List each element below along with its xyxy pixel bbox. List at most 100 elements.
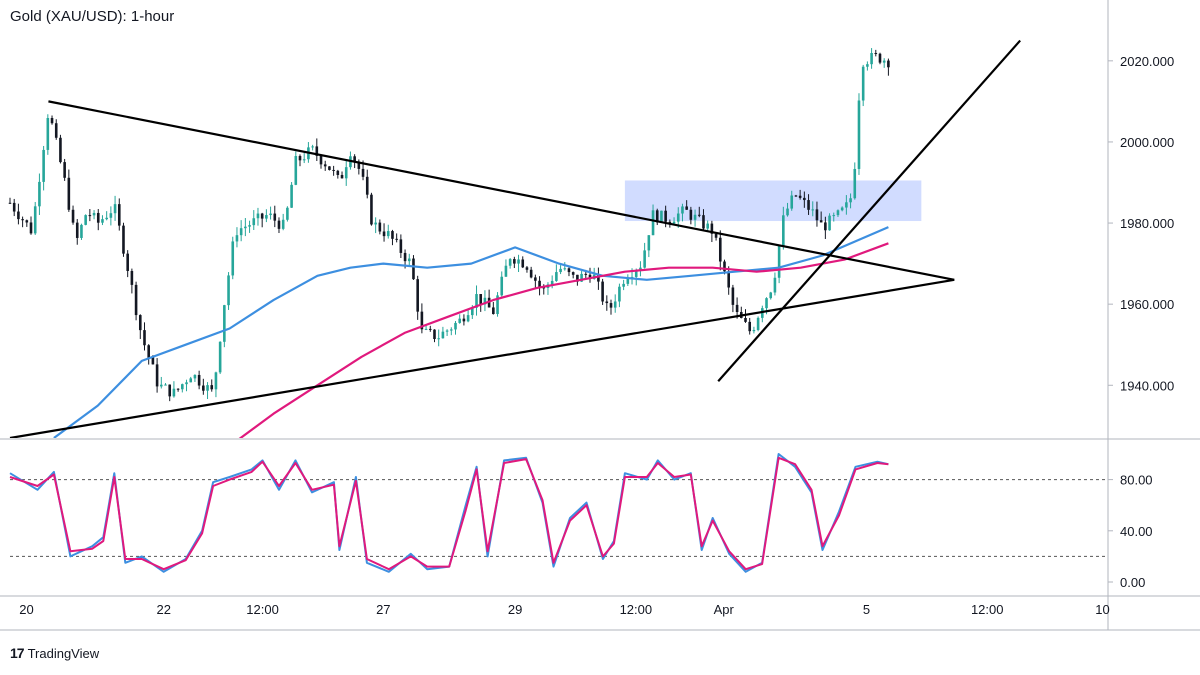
candle-body — [248, 225, 251, 227]
candle — [344, 160, 348, 186]
candle — [189, 376, 193, 383]
candle — [298, 154, 302, 167]
candle — [786, 202, 789, 217]
candle — [483, 290, 487, 312]
candle-body — [319, 155, 323, 165]
candle — [319, 154, 323, 169]
candle-body — [857, 100, 861, 169]
candle — [260, 212, 264, 228]
candle — [269, 206, 272, 220]
candle — [626, 274, 630, 287]
candle — [613, 294, 617, 313]
candle — [17, 203, 20, 225]
candle-body — [340, 174, 344, 179]
candle-body — [853, 168, 857, 199]
candle — [706, 220, 709, 233]
candle-body — [613, 301, 617, 308]
candle-body — [845, 202, 848, 208]
candle-body — [861, 66, 865, 101]
candle-body — [807, 200, 810, 210]
candle — [508, 257, 512, 269]
candle-body — [391, 231, 394, 239]
candle — [857, 93, 861, 175]
candle-body — [33, 206, 37, 234]
trendline-2 — [9, 278, 955, 438]
candle-body — [479, 294, 483, 305]
candle-body — [185, 382, 188, 385]
price-tick-label: 1940.000 — [1120, 378, 1174, 393]
candle-body — [559, 268, 562, 273]
candle — [702, 209, 705, 232]
candle — [63, 158, 66, 181]
candle-body — [365, 176, 369, 195]
candle-body — [395, 238, 398, 240]
trendline-1 — [48, 100, 955, 281]
candle — [832, 212, 836, 222]
candle — [206, 382, 209, 400]
candle — [33, 201, 37, 235]
candle — [256, 207, 260, 226]
candle — [365, 169, 369, 199]
candle-body — [71, 209, 75, 223]
candle-body — [832, 215, 836, 217]
candle — [8, 197, 12, 204]
price-tick-label: 2000.000 — [1120, 135, 1174, 150]
candle-body — [555, 272, 558, 281]
candle-body — [517, 259, 520, 264]
candle — [840, 206, 844, 212]
candle — [534, 274, 537, 289]
candle-body — [534, 277, 537, 281]
candle — [50, 115, 54, 125]
candle-body — [466, 315, 470, 322]
price-pane — [8, 39, 1021, 438]
candle-body — [147, 345, 150, 358]
candle-body — [109, 213, 113, 218]
candle-body — [681, 206, 684, 214]
candle-body — [172, 388, 176, 397]
candle — [773, 272, 777, 296]
time-tick-label: 12:00 — [620, 602, 653, 617]
candle-body — [168, 384, 172, 397]
candle-body — [239, 228, 243, 236]
candle — [248, 220, 251, 233]
candle-body — [689, 209, 693, 220]
candle — [227, 272, 230, 310]
time-tick-label: 5 — [863, 602, 870, 617]
candle — [487, 289, 491, 308]
candle-body — [454, 322, 457, 330]
candle — [138, 314, 142, 339]
candle-body — [462, 318, 466, 322]
candle-body — [143, 330, 146, 346]
candle — [160, 376, 163, 389]
candle-body — [315, 146, 319, 156]
candle — [197, 370, 201, 390]
candle-body — [550, 280, 554, 285]
candle-body — [588, 274, 592, 279]
candle — [697, 206, 701, 218]
candle-body — [298, 156, 302, 161]
candle-body — [500, 276, 504, 296]
candle-body — [378, 222, 382, 232]
candle — [622, 279, 625, 291]
tradingview-watermark[interactable]: 17 TradingView — [10, 645, 99, 661]
candle — [643, 242, 646, 269]
candle — [428, 325, 432, 332]
candle-body — [265, 215, 268, 219]
candle-body — [567, 268, 571, 273]
stochastic-tick-label: 0.00 — [1120, 575, 1145, 590]
candle-body — [416, 279, 419, 312]
candle-body — [887, 60, 890, 68]
stochastic-d-line — [9, 456, 889, 571]
candle — [80, 223, 83, 240]
candle — [513, 256, 516, 269]
candle — [639, 261, 642, 277]
candle-body — [277, 220, 281, 229]
candle-body — [302, 159, 306, 161]
candle-body — [542, 287, 546, 289]
candle-body — [584, 273, 588, 275]
candle — [134, 281, 138, 321]
candle — [210, 379, 214, 392]
candle — [336, 169, 340, 179]
candle-body — [134, 284, 138, 316]
candle-body — [803, 197, 806, 201]
